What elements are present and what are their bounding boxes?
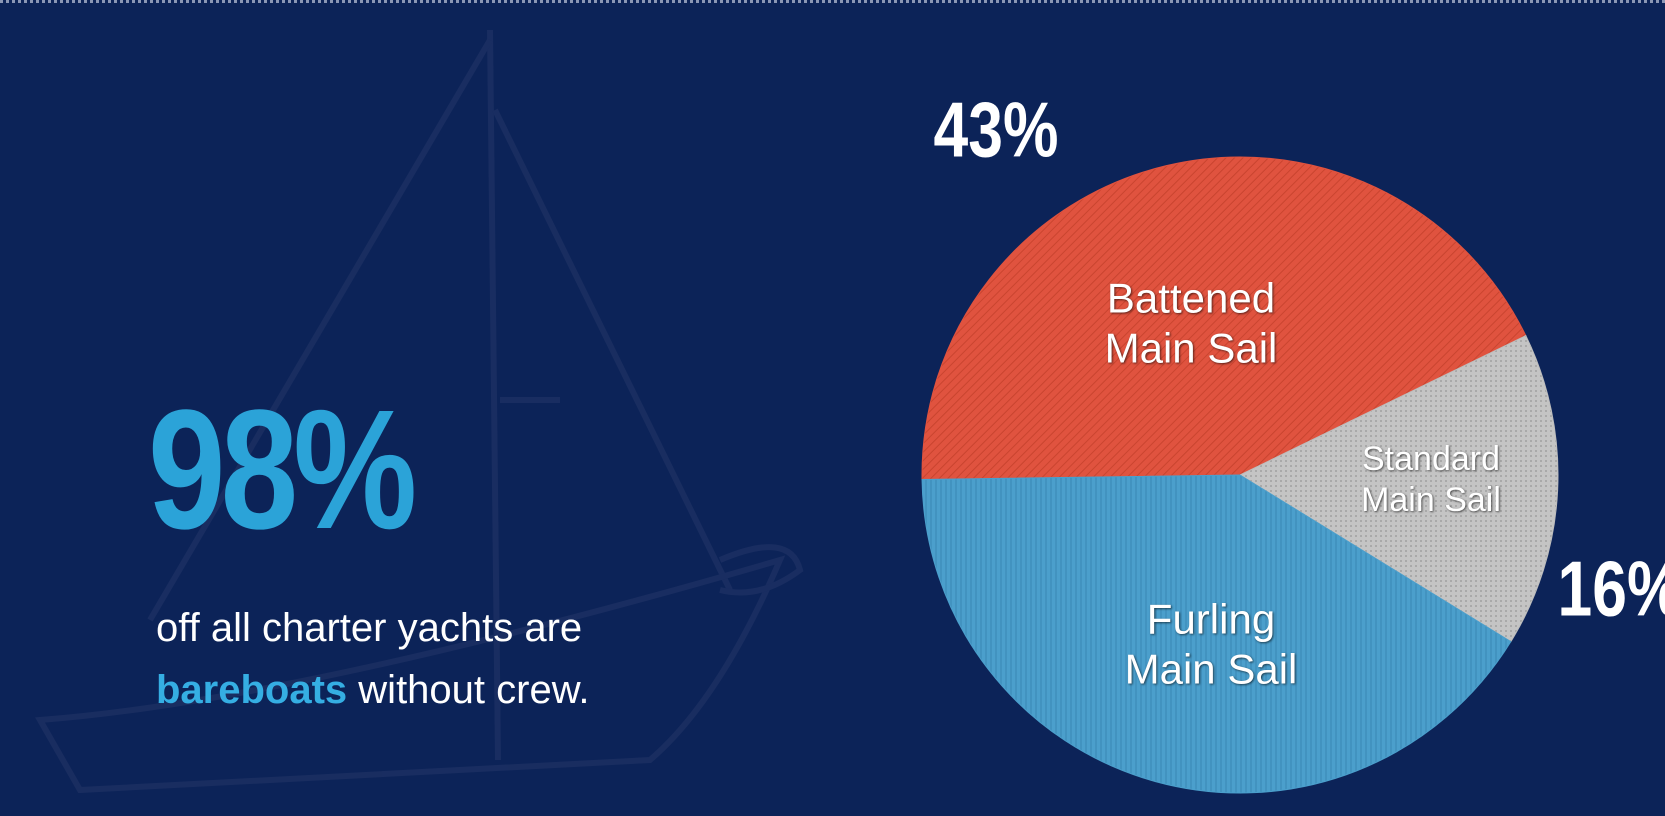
stat-highlight: bareboats — [156, 668, 348, 712]
slice-label: Battened Main Sail — [1104, 274, 1278, 372]
stat-text-line: off all charter yachts are — [156, 606, 583, 650]
stat-text: off all charter yachts are bareboats wit… — [156, 597, 590, 721]
slice-label: Furling Main Sail — [1124, 595, 1298, 693]
big-stat: 98% — [148, 375, 417, 565]
value-label: 43% — [933, 85, 1059, 174]
pie-slice — [921, 474, 1512, 794]
dotted-border — [0, 0, 1665, 4]
value-label: 16% — [1557, 544, 1665, 633]
pie-slice — [1238, 334, 1559, 643]
pie-slice — [921, 156, 1527, 480]
stat-text-line: without crew. — [358, 668, 590, 712]
slice-label: Standard Main Sail — [1361, 440, 1501, 519]
